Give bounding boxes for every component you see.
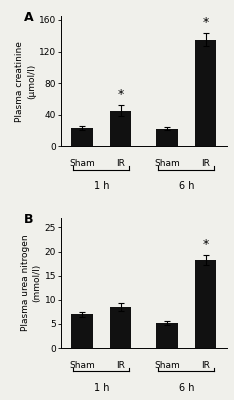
Text: IR: IR (201, 159, 210, 168)
Text: 6 h: 6 h (179, 383, 194, 393)
Bar (157, 129, 178, 146)
Text: Sham: Sham (154, 361, 180, 370)
Y-axis label: Plasma creatinine
(μmol/l): Plasma creatinine (μmol/l) (15, 41, 36, 122)
Text: *: * (203, 16, 209, 29)
Bar (195, 40, 216, 146)
Text: Sham: Sham (154, 159, 180, 168)
Text: 6 h: 6 h (179, 181, 194, 191)
Y-axis label: Plasma urea nitrogen
(mmol/l): Plasma urea nitrogen (mmol/l) (21, 234, 42, 331)
Text: IR: IR (116, 361, 125, 370)
Text: Sham: Sham (69, 159, 95, 168)
Bar (110, 111, 131, 146)
Bar (157, 323, 178, 348)
Bar (71, 128, 93, 146)
Bar (195, 260, 216, 348)
Bar (110, 307, 131, 348)
Text: IR: IR (201, 361, 210, 370)
Text: 1 h: 1 h (94, 181, 109, 191)
Text: A: A (24, 11, 34, 24)
Text: *: * (118, 88, 124, 101)
Text: *: * (203, 238, 209, 251)
Text: 1 h: 1 h (94, 383, 109, 393)
Text: IR: IR (116, 159, 125, 168)
Bar (71, 314, 93, 348)
Text: B: B (24, 212, 34, 226)
Text: Sham: Sham (69, 361, 95, 370)
